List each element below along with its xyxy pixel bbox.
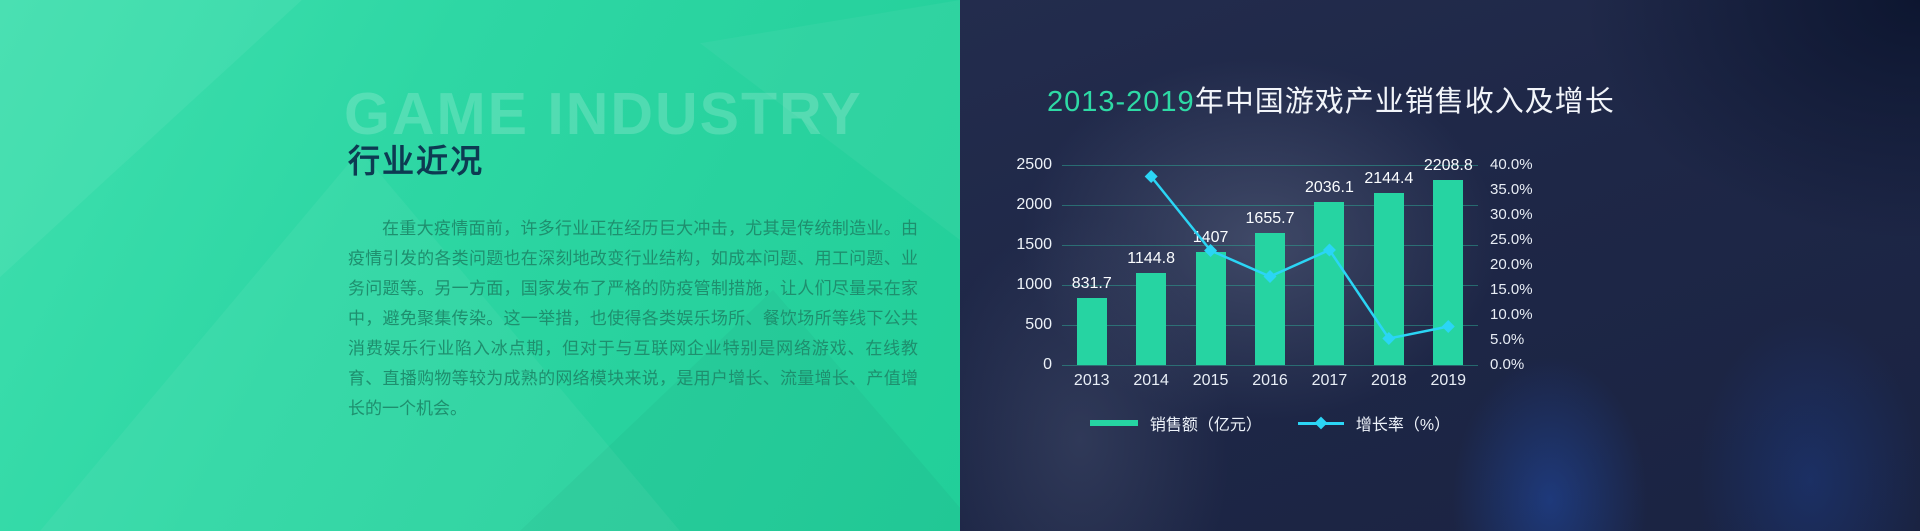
right-axis-tick: 25.0% (1490, 231, 1533, 248)
chart-title-rest: 年中国游戏产业销售收入及增长 (1194, 86, 1615, 118)
left-axis-tick: 0 (1043, 356, 1052, 373)
legend-label-sales: 销售额（亿元） (1149, 417, 1262, 434)
bar-2013 (1076, 298, 1107, 365)
gridline (1062, 364, 1478, 366)
watermark-text: GAME INDUSTRY (344, 81, 863, 147)
growth-line-chart (1144, 170, 1455, 345)
bar-value-label: 2208.8 (1423, 157, 1473, 175)
bar-series-swatch (1089, 420, 1138, 426)
bar-value-label: 831.7 (1071, 275, 1112, 293)
bar-value-label: 1144.8 (1127, 250, 1176, 268)
x-axis-tick: 2015 (1192, 372, 1229, 389)
chart-legend: 销售额（亿元） 增长率（%） (1062, 410, 1478, 436)
bar-value-label: 2036.1 (1304, 179, 1354, 197)
diamond-marker (1263, 270, 1277, 283)
chart-panel: 2013-2019年中国游戏产业销售收入及增长 0 500 1000 1500 2000… (960, 0, 1920, 531)
x-axis-tick: 2014 (1133, 372, 1169, 389)
x-axis-tick: 2013 (1073, 372, 1110, 389)
legend-label-growth: 增长率（%） (1355, 417, 1451, 434)
right-axis-tick: 0.0% (1490, 356, 1525, 373)
diamond-marker (1382, 332, 1396, 345)
line-series-swatch (1297, 421, 1344, 425)
right-axis-tick: 5.0% (1490, 331, 1525, 348)
chart-plot-area: 0 500 1000 1500 2000 2500 0.0% 5.0% 10.0% 15.0% 20… (1016, 156, 1532, 389)
intro-paragraph: 在重大疫情面前，许多行业正在经历巨大冲击，尤其是传统制造业。由疫情引发的各类问题… (348, 219, 918, 418)
polygon-decoration (0, 0, 400, 330)
bar-2017 (1314, 202, 1345, 365)
right-axis-tick: 15.0% (1490, 281, 1533, 298)
growth-line (1150, 175, 1449, 340)
left-axis-tick: 500 (1025, 316, 1052, 333)
x-axis-tick: 2018 (1371, 372, 1407, 389)
diamond-marker (1322, 243, 1336, 257)
right-axis-tick: 20.0% (1490, 256, 1533, 273)
bar-2014 (1136, 273, 1167, 365)
left-axis-tick: 2000 (1016, 196, 1052, 213)
right-axis-tick: 40.0% (1490, 156, 1533, 173)
bar-2019 (1433, 180, 1464, 365)
legend-item-sales: 销售额（亿元） (1089, 411, 1262, 435)
diamond-marker (1144, 170, 1158, 183)
right-axis-tick: 10.0% (1490, 306, 1533, 323)
gridline (1062, 164, 1478, 166)
left-axis-tick: 1500 (1016, 236, 1052, 253)
legend-item-growth: 增长率（%） (1297, 411, 1451, 435)
right-axis-tick: 35.0% (1490, 181, 1533, 198)
bar-value-label: 1407 (1192, 229, 1229, 247)
right-axis-tick: 30.0% (1490, 206, 1533, 223)
x-axis-tick: 2017 (1311, 372, 1348, 389)
diamond-marker (1441, 320, 1455, 333)
left-axis-tick: 1000 (1016, 276, 1052, 293)
chart-title: 2013-2019年中国游戏产业销售收入及增长 (1047, 78, 1615, 120)
chart-title-years: 2013-2019 (1047, 86, 1195, 118)
x-axis-tick: 2016 (1252, 372, 1288, 389)
bar-2015 (1195, 252, 1226, 365)
diamond-marker (1204, 244, 1218, 257)
x-axis-tick: 2019 (1430, 372, 1467, 389)
left-axis-tick: 2500 (1016, 156, 1052, 173)
intro-panel: GAME INDUSTRY 行业近况 在重大疫情面前，许多行业正在经历巨大冲击，… (0, 0, 960, 531)
bar-value-label: 2144.4 (1364, 170, 1414, 188)
bar-2016 (1255, 232, 1285, 365)
bar-value-label: 1655.7 (1245, 209, 1295, 227)
gridline (1062, 204, 1478, 206)
section-heading: 行业近况 (348, 143, 485, 179)
